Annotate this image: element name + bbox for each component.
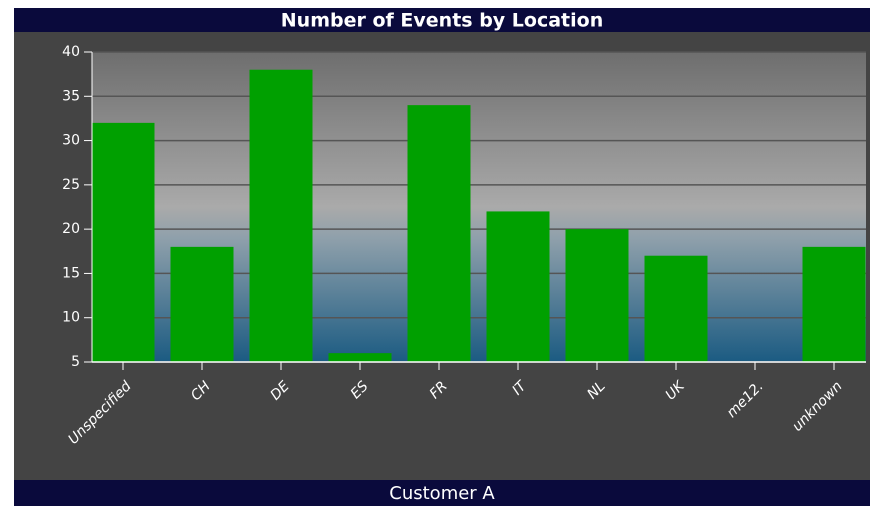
chart-title: Number of Events by Location xyxy=(281,10,603,32)
y-tick-label: 30 xyxy=(62,133,80,149)
y-tick-label: 40 xyxy=(62,44,80,60)
bar xyxy=(565,229,629,362)
bar xyxy=(486,211,550,362)
y-tick-label: 35 xyxy=(62,88,80,104)
footer-bar xyxy=(14,480,870,506)
y-tick-label: 5 xyxy=(71,354,80,370)
bar xyxy=(802,246,866,362)
title-bar xyxy=(14,8,870,32)
y-tick-label: 10 xyxy=(62,310,80,326)
bar xyxy=(407,105,471,363)
y-tick-label: 15 xyxy=(62,265,80,281)
chart-subtitle: Customer A xyxy=(389,483,495,504)
bar xyxy=(249,69,313,362)
bar xyxy=(328,353,392,362)
y-tick-label: 25 xyxy=(62,177,80,193)
bar xyxy=(91,122,155,362)
y-tick-label: 20 xyxy=(62,221,80,237)
bar xyxy=(170,246,234,362)
bar xyxy=(644,255,708,362)
